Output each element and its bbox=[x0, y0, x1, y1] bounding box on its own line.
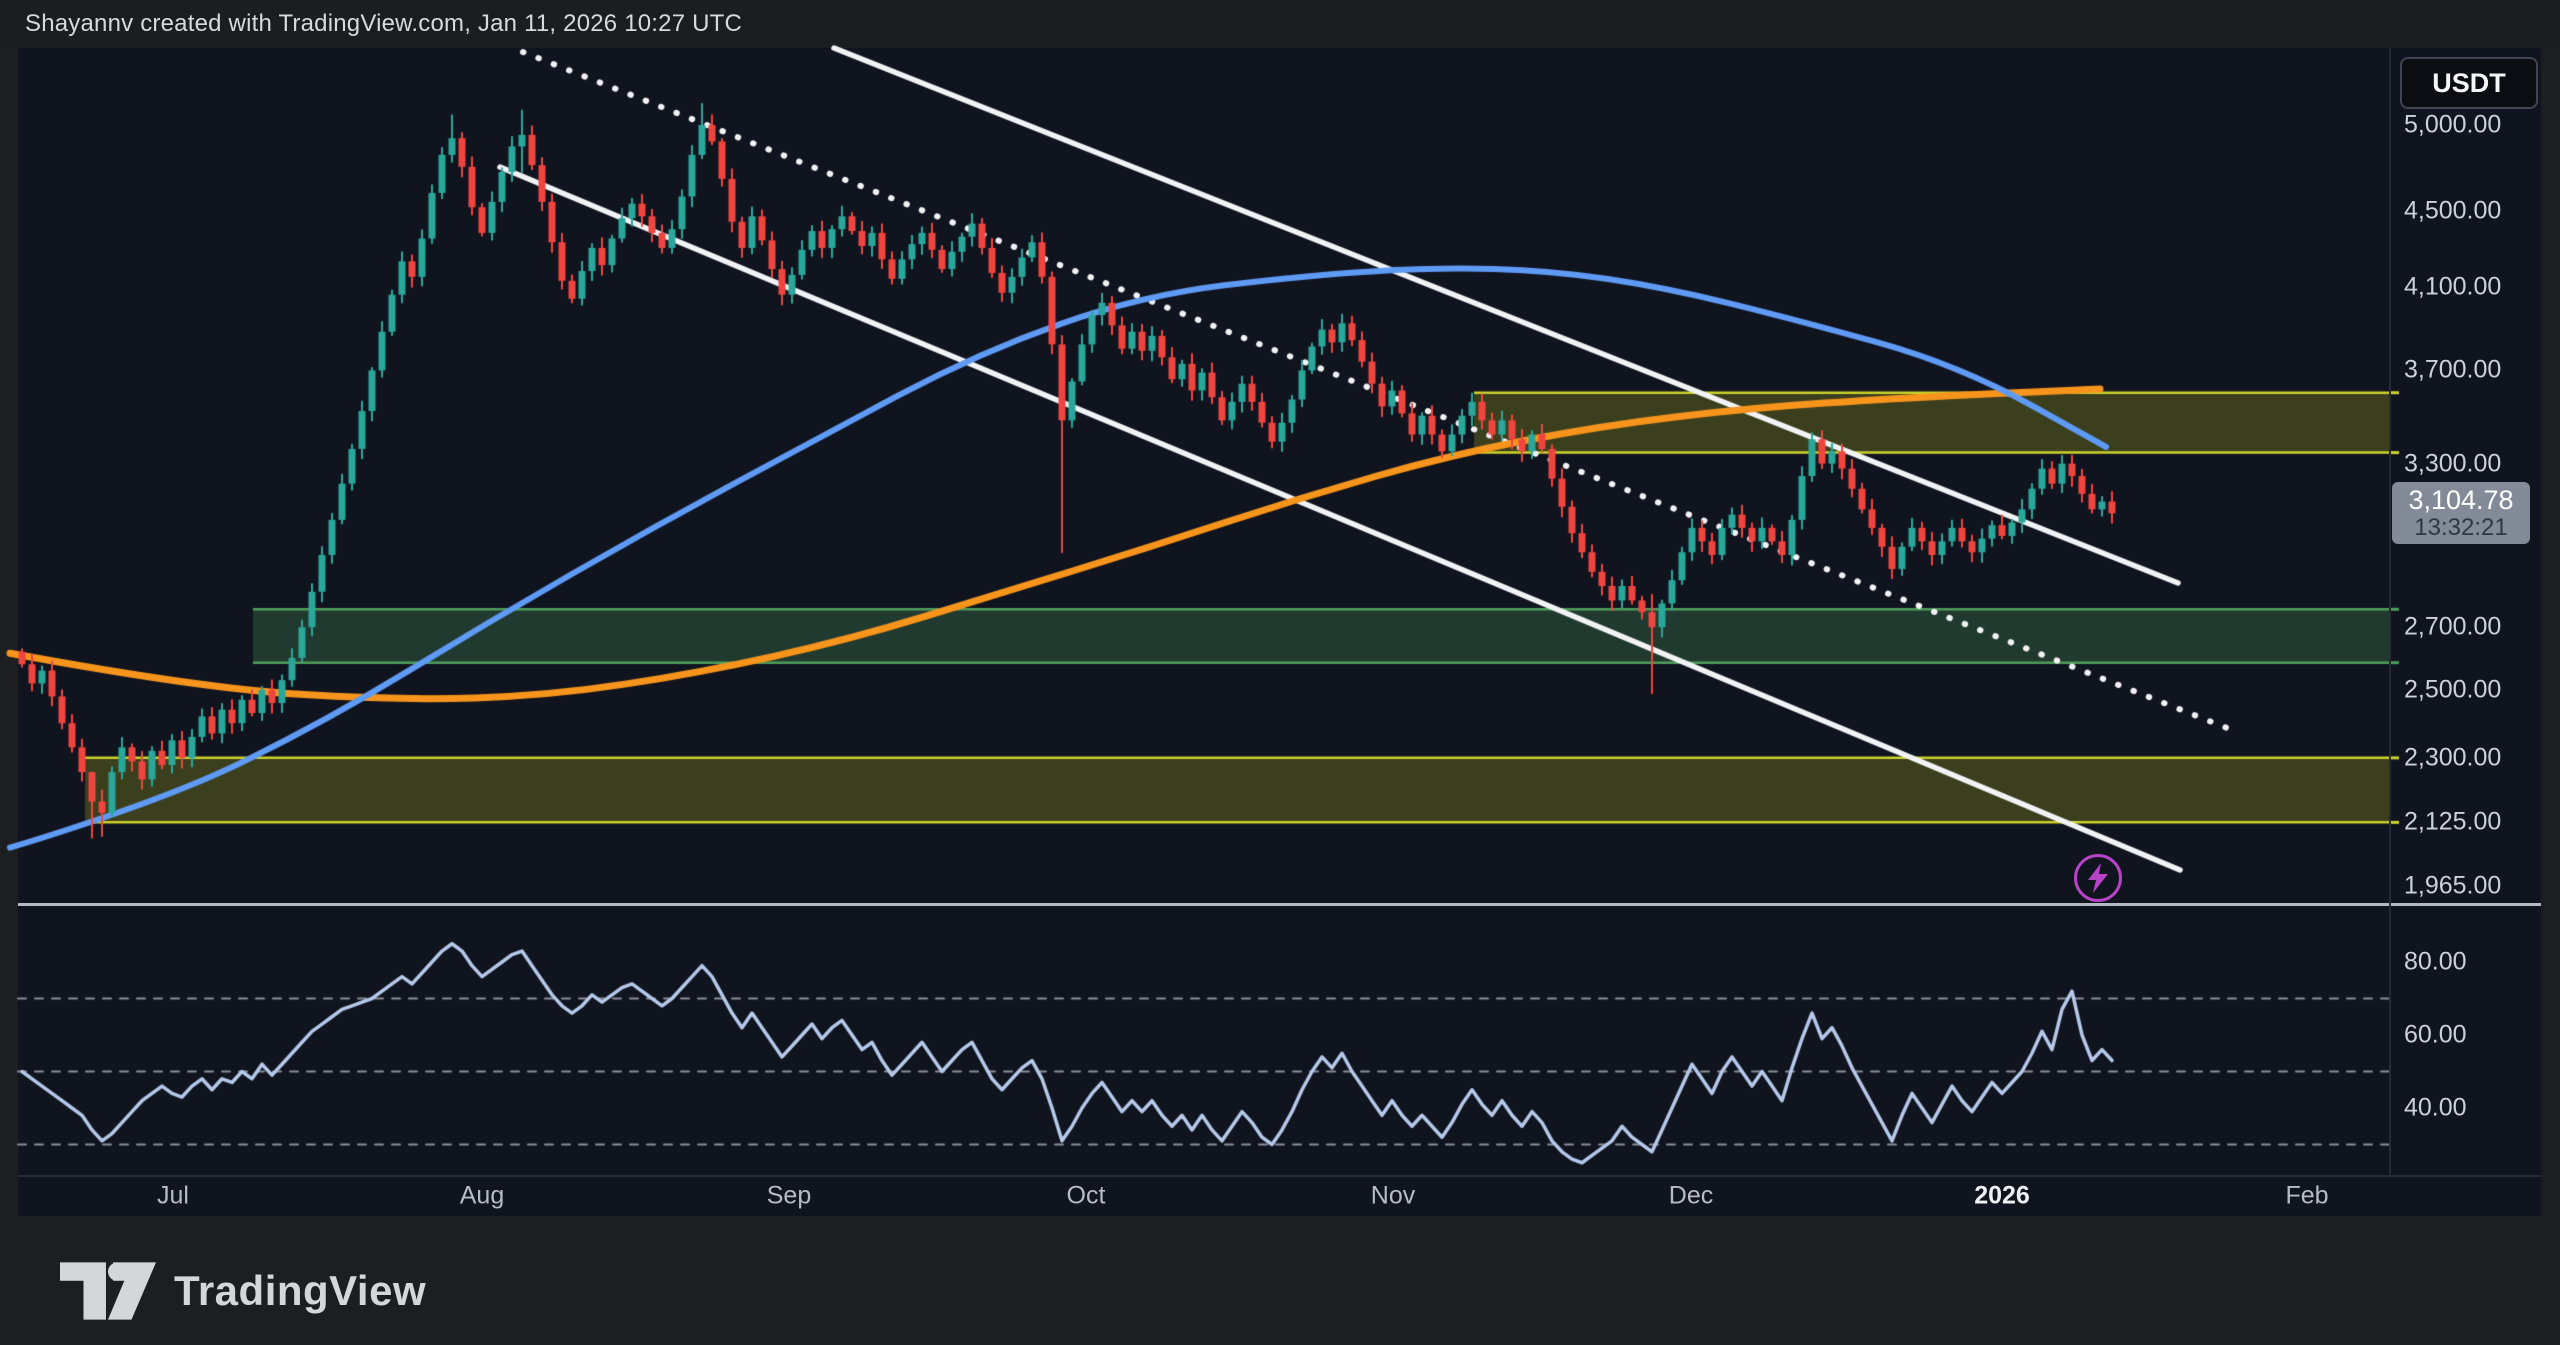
price-axis-label: 4,100.00 bbox=[2404, 272, 2502, 301]
time-axis-label: Oct bbox=[1066, 1181, 1106, 1210]
pane-separator[interactable] bbox=[18, 903, 2541, 906]
time-axis-separator bbox=[18, 1175, 2541, 1177]
tradingview-wordmark: TradingView bbox=[174, 1267, 427, 1314]
last-price-value: 3,104.78 bbox=[2408, 484, 2514, 515]
time-axis-label: Dec bbox=[1668, 1181, 1714, 1210]
price-axis-label: 3,700.00 bbox=[2404, 355, 2502, 384]
rsi-axis-label: 80.00 bbox=[2404, 947, 2467, 976]
quote-currency-button[interactable]: USDT bbox=[2400, 57, 2538, 109]
price-axis-label: 2,500.00 bbox=[2404, 675, 2502, 704]
price-axis-label: 2,700.00 bbox=[2404, 612, 2502, 641]
rsi-axis-label: 60.00 bbox=[2404, 1020, 2467, 1049]
price-axis-label: 2,125.00 bbox=[2404, 807, 2502, 836]
time-axis-label: Feb bbox=[2285, 1181, 2329, 1210]
price-axis-label: 5,000.00 bbox=[2404, 110, 2502, 139]
bar-countdown: 13:32:21 bbox=[2414, 513, 2508, 541]
time-axis-label: Sep bbox=[766, 1181, 812, 1210]
price-axis-label: 1,965.00 bbox=[2404, 871, 2502, 900]
price-axis-label: 4,500.00 bbox=[2404, 196, 2502, 225]
rsi-axis-label: 40.00 bbox=[2404, 1093, 2467, 1122]
price-axis-label: 3,300.00 bbox=[2404, 449, 2502, 478]
time-axis-label: Aug bbox=[459, 1181, 505, 1210]
lightning-icon[interactable] bbox=[2074, 854, 2122, 902]
tradingview-watermark[interactable]: TradingView bbox=[60, 1262, 426, 1320]
price-axis-label: 2,300.00 bbox=[2404, 743, 2502, 772]
tradingview-logo-icon bbox=[60, 1262, 156, 1320]
last-price-badge: 3,104.78 13:32:21 bbox=[2392, 482, 2530, 545]
price-axis-separator bbox=[2389, 48, 2391, 1176]
time-axis-label: Jul bbox=[157, 1181, 189, 1210]
time-axis-label: 2026 bbox=[1974, 1181, 2030, 1210]
time-axis-label: Nov bbox=[1370, 1181, 1416, 1210]
